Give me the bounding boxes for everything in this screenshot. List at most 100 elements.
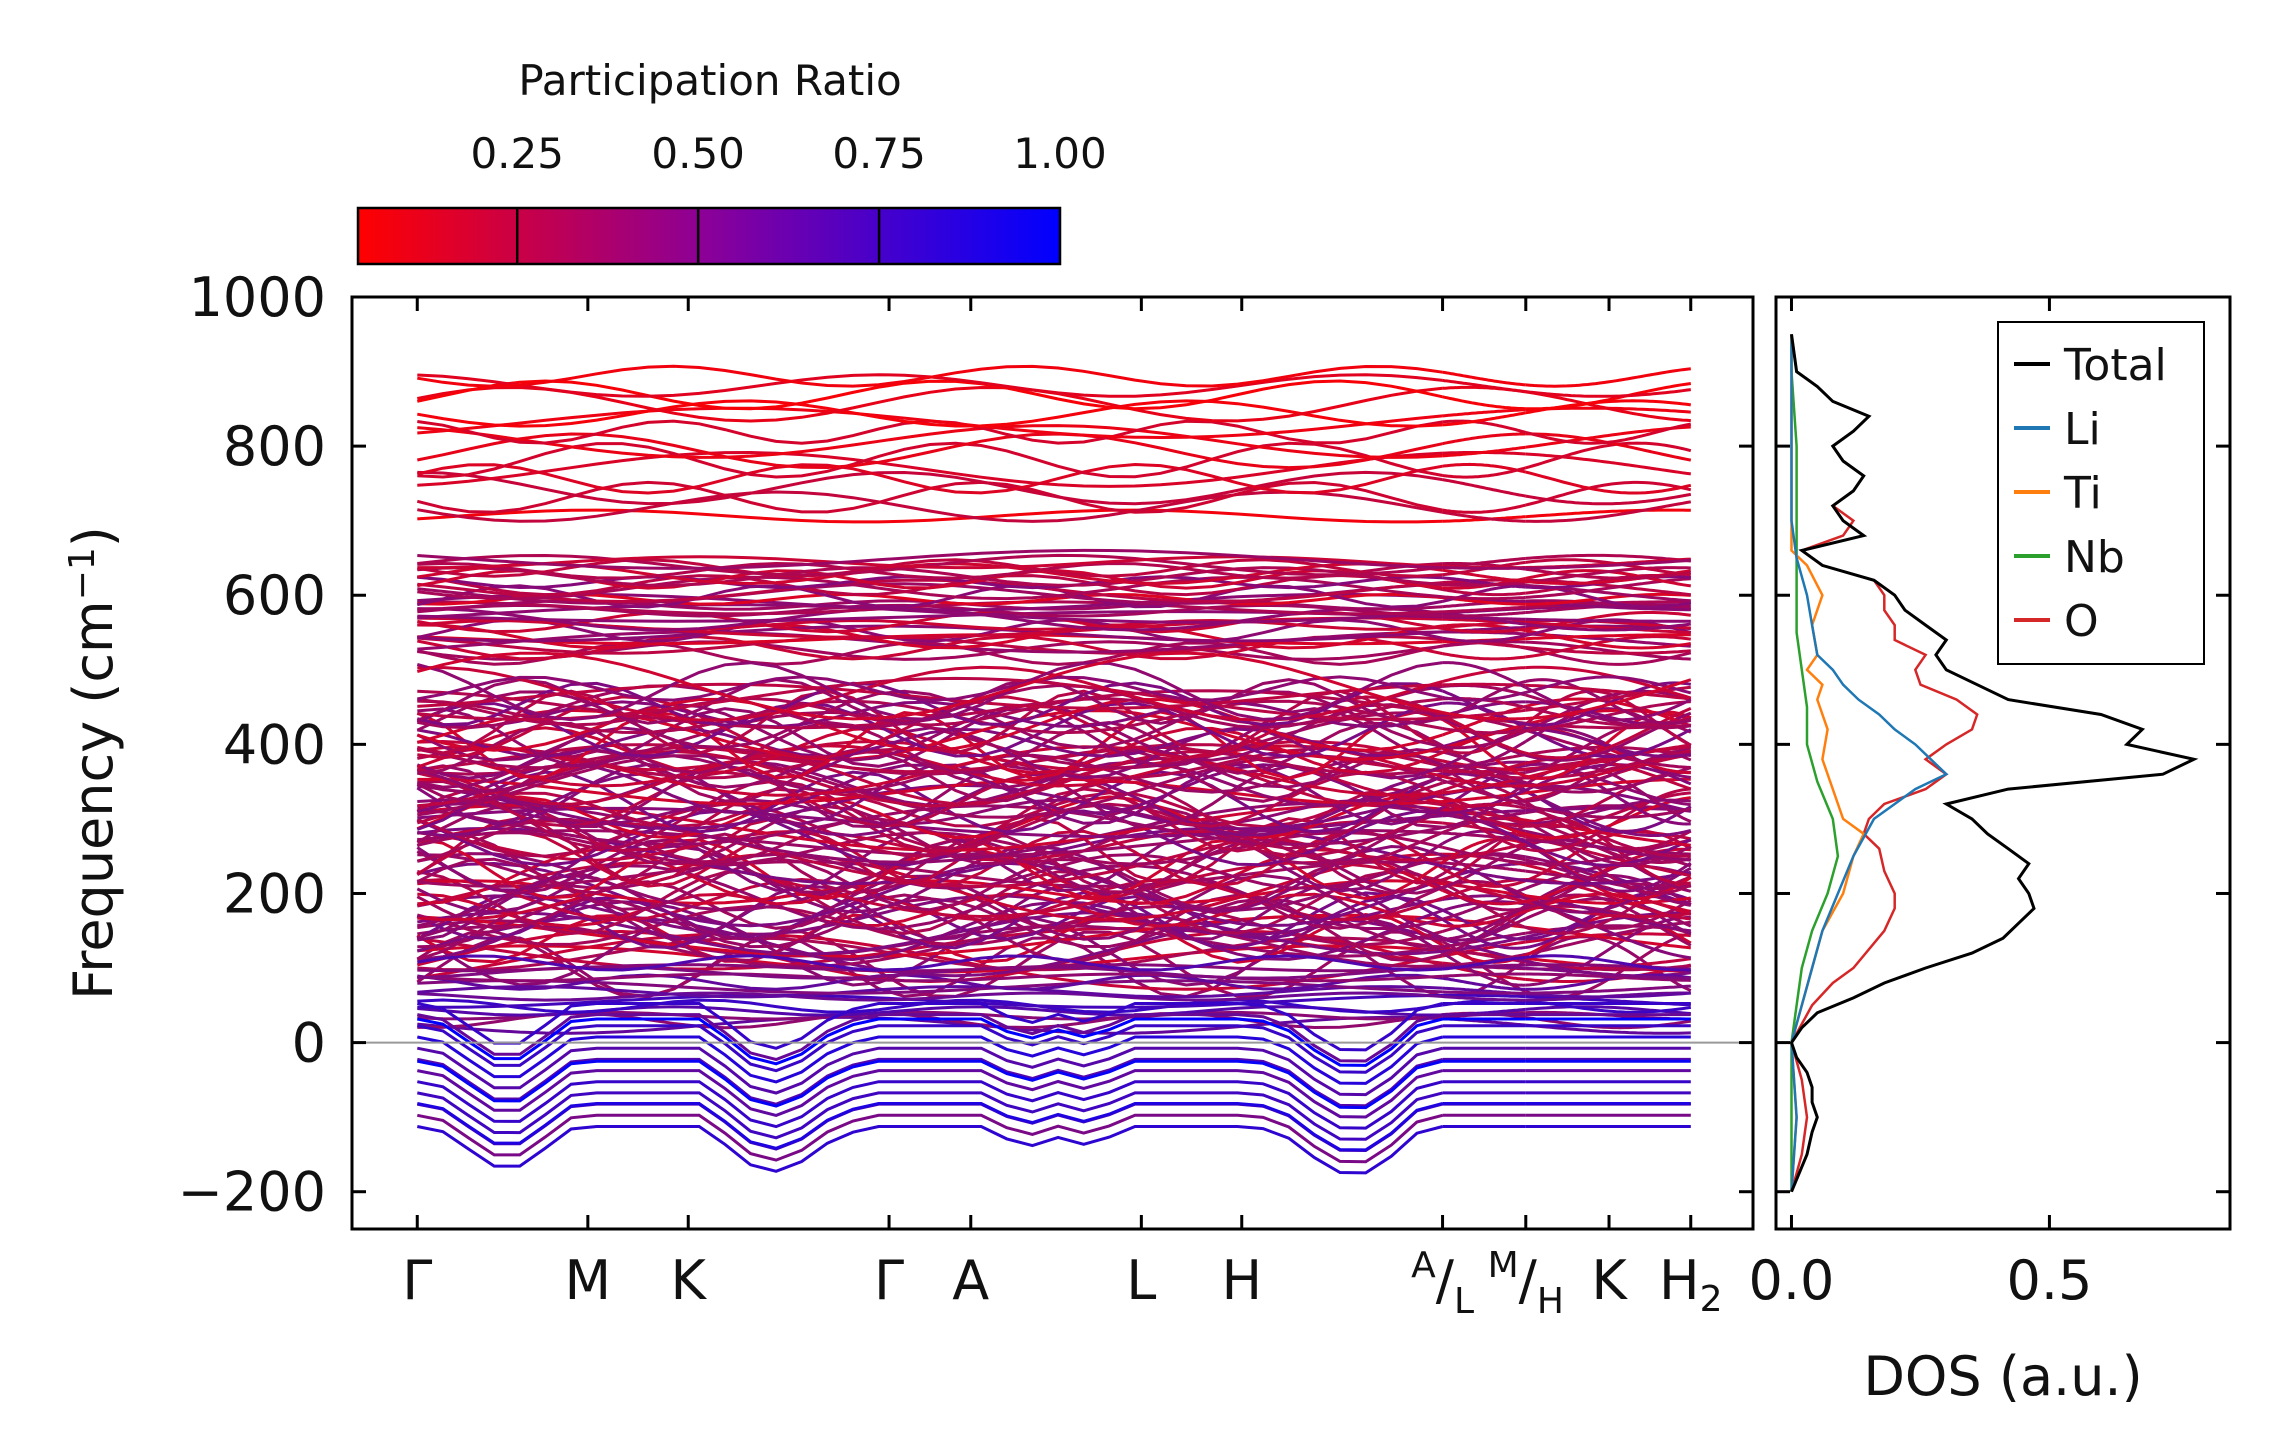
band-line: [1442, 432, 1526, 446]
band-line: [417, 399, 1443, 428]
band-line: [1442, 722, 1527, 755]
band-line: [1442, 684, 1527, 697]
band-line: [1442, 627, 1527, 634]
y-tick-label: −200: [178, 1161, 326, 1224]
band-line: [417, 623, 1443, 650]
band-line: [417, 1013, 1443, 1063]
band-line: [417, 743, 1443, 774]
band-line: [1525, 390, 1691, 423]
band-line: [1442, 595, 1526, 601]
band-line: [1442, 711, 1526, 721]
band-line: [1442, 889, 1527, 906]
band-line: [1441, 951, 1526, 987]
legend-items: Total Li Ti Nb O: [2014, 340, 2167, 647]
band-line: [417, 1024, 1443, 1074]
band-line: [1442, 844, 1527, 890]
band-line: [416, 708, 1443, 761]
band-line: [1442, 776, 1527, 795]
band-line: [1525, 991, 1691, 999]
kpoint-label: A/L: [1411, 1245, 1474, 1322]
band-line: [417, 424, 1443, 459]
band-line: [417, 364, 1443, 388]
band-line: [417, 700, 1443, 729]
band-line: [1525, 640, 1691, 661]
band-line: [1525, 728, 1691, 769]
band-line: [1525, 617, 1691, 623]
band-line: [1525, 622, 1692, 632]
band-line: [417, 1113, 1443, 1164]
band-line: [1525, 707, 1692, 760]
colorbar: Participation Ratio 0.25 0.50 0.75 1.00: [356, 56, 1107, 266]
band-line: [1442, 503, 1527, 514]
band-line: [417, 972, 1443, 983]
band-line: [1441, 717, 1527, 757]
band-line: [417, 600, 1443, 616]
band-line: [1525, 629, 1692, 650]
band-line: [1525, 1023, 1691, 1035]
band-line: [1442, 478, 1527, 498]
dos-ticks: 0.0 0.5: [1749, 295, 2230, 1312]
band-line: [1441, 908, 1526, 941]
band-line: [416, 697, 1444, 752]
band-line: [417, 1069, 1443, 1119]
band-line: [417, 1059, 1443, 1110]
band-line: [1525, 553, 1691, 563]
band-line: [1525, 683, 1691, 701]
band-line: [417, 1102, 1443, 1152]
band-line: [1525, 678, 1692, 720]
dos-legend: Total Li Ti Nb O: [1997, 321, 2205, 665]
band-line: [416, 702, 1444, 762]
band-line: [1442, 775, 1526, 788]
band-line: [1525, 954, 1691, 972]
band-line: [1525, 558, 1691, 570]
band-line: [1442, 764, 1526, 780]
band-line: [1442, 842, 1527, 861]
band-line: [417, 1046, 1443, 1097]
band-line: [1442, 727, 1526, 735]
band-line: [1525, 441, 1692, 470]
band-line: [417, 954, 1443, 972]
band-line: [1441, 853, 1527, 900]
y-label-exponent: −1: [62, 547, 103, 600]
band-line: [1442, 462, 1527, 474]
colorbar-tick-label: 0.25: [470, 129, 564, 178]
band-line: [417, 779, 1444, 851]
band-line: [1442, 831, 1526, 842]
kpoint-label: M: [565, 1249, 612, 1312]
band-line: [1441, 837, 1527, 864]
band-line: [1525, 578, 1691, 597]
y-tick-label: 400: [223, 713, 326, 776]
band-line: [1525, 678, 1692, 725]
kpoint-label: Γ: [402, 1249, 432, 1312]
band-line: [1525, 866, 1692, 914]
band-line: [417, 450, 1443, 488]
band-line: [1525, 422, 1692, 445]
band-line: [1442, 661, 1527, 689]
band-line: [417, 406, 1443, 440]
band-line: [1442, 378, 1526, 394]
band-line: [417, 745, 1443, 776]
band-line: [1525, 611, 1691, 631]
band-line: [1442, 576, 1526, 589]
legend-label-nb: Nb: [2064, 532, 2125, 583]
colorbar-tick-label: 1.00: [1013, 129, 1107, 178]
dos-x-axis-label: DOS (a.u.): [1863, 1345, 2142, 1408]
band-line: [1525, 470, 1692, 495]
band-line: [1525, 748, 1691, 789]
band-line: [1525, 726, 1692, 759]
band-line: [417, 566, 1443, 587]
band-line: [1442, 729, 1527, 750]
band-line: [1525, 675, 1692, 695]
colorbar-title: Participation Ratio: [518, 56, 901, 105]
kpoint-label: K: [671, 1249, 708, 1312]
band-line: [417, 973, 1443, 991]
kpoint-label: H: [1221, 1249, 1262, 1312]
band-line: [1442, 995, 1526, 1002]
band-line: [416, 651, 1443, 721]
band-line: [417, 682, 1443, 710]
band-line: [1525, 806, 1691, 858]
band-line: [1442, 682, 1526, 687]
band-line: [416, 857, 1444, 912]
band-line: [1442, 633, 1527, 643]
band-line: [1525, 566, 1691, 584]
